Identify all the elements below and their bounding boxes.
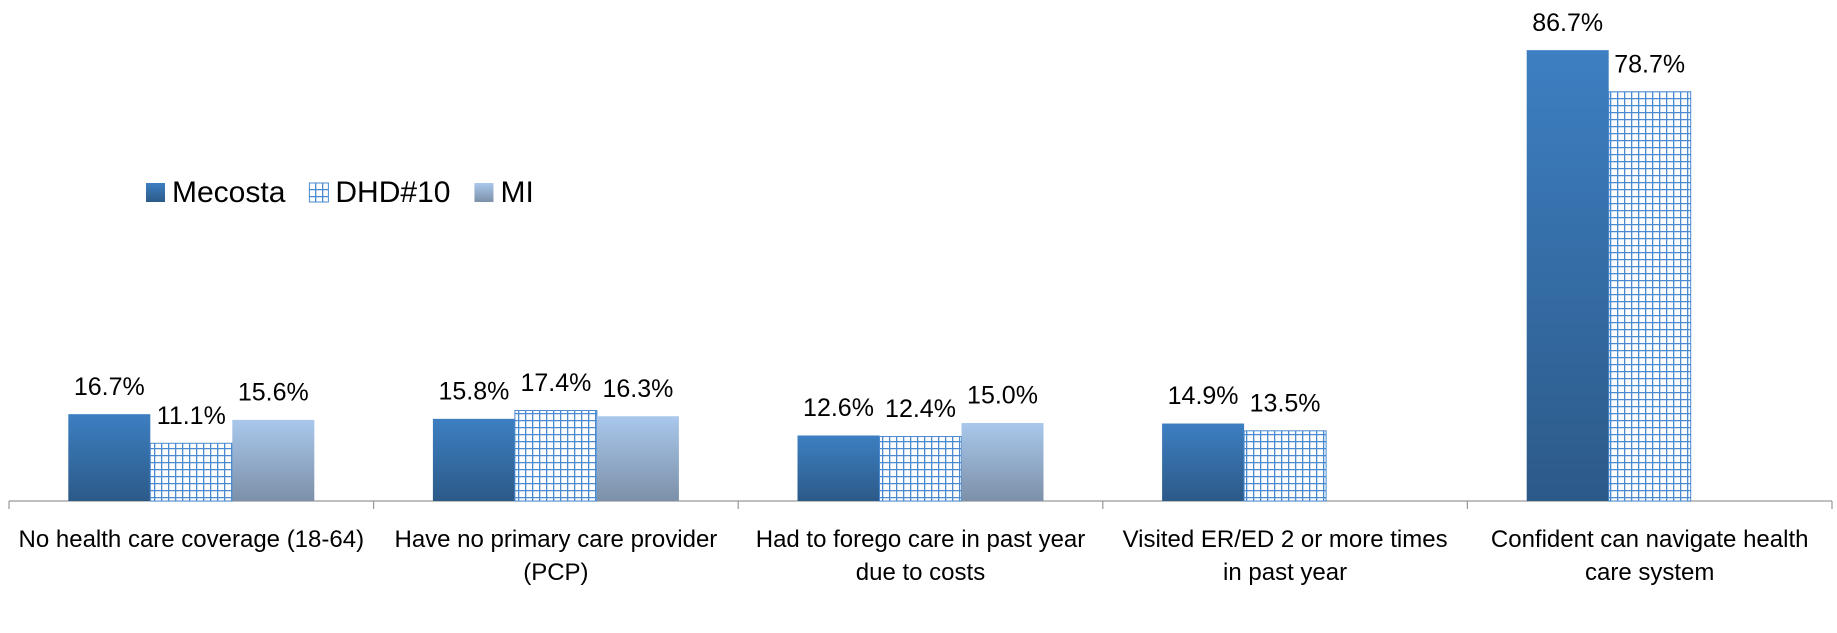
bar <box>68 414 151 501</box>
x-tick-label: No health care coverage (18-64) <box>18 526 365 553</box>
legend-label: DHD#10 <box>335 176 450 209</box>
bar <box>1608 91 1692 502</box>
data-label: 11.1% <box>157 402 226 430</box>
data-label: 15.0% <box>967 382 1038 410</box>
bar <box>1526 50 1609 501</box>
x-tick-label: Had to forego care in past year due to c… <box>755 526 1086 586</box>
x-tick-label: Confident can navigate health care syste… <box>1490 526 1809 586</box>
bar <box>1243 430 1327 502</box>
data-label: 78.7% <box>1614 50 1685 78</box>
legend-label: Mecosta <box>172 176 286 209</box>
legend-swatch <box>308 182 329 203</box>
data-label: 86.7% <box>1532 9 1603 37</box>
legend-label: MI <box>500 176 533 209</box>
bar <box>596 416 679 501</box>
bar <box>879 436 962 502</box>
x-tick-label: Have no primary care provider (PCP) <box>394 526 718 586</box>
data-label: 12.4% <box>885 395 956 423</box>
data-label: 15.6% <box>238 378 309 406</box>
data-label: 13.5% <box>1250 389 1321 417</box>
bar <box>797 435 880 501</box>
legend-swatch <box>474 183 494 202</box>
data-label: 12.6% <box>803 394 874 422</box>
bar <box>514 410 598 502</box>
bar <box>232 419 315 501</box>
bar <box>149 442 233 502</box>
bar <box>961 423 1044 501</box>
data-label: 16.3% <box>602 375 673 403</box>
data-label: 17.4% <box>520 369 591 397</box>
data-label: 14.9% <box>1168 382 1239 410</box>
bar <box>432 418 515 501</box>
x-tick-label: Visited ER/ED 2 or more times in past ye… <box>1122 526 1448 586</box>
data-label: 15.8% <box>438 377 509 405</box>
data-label: 16.7% <box>74 373 145 401</box>
bar <box>1162 423 1245 501</box>
legend-swatch <box>146 183 165 202</box>
